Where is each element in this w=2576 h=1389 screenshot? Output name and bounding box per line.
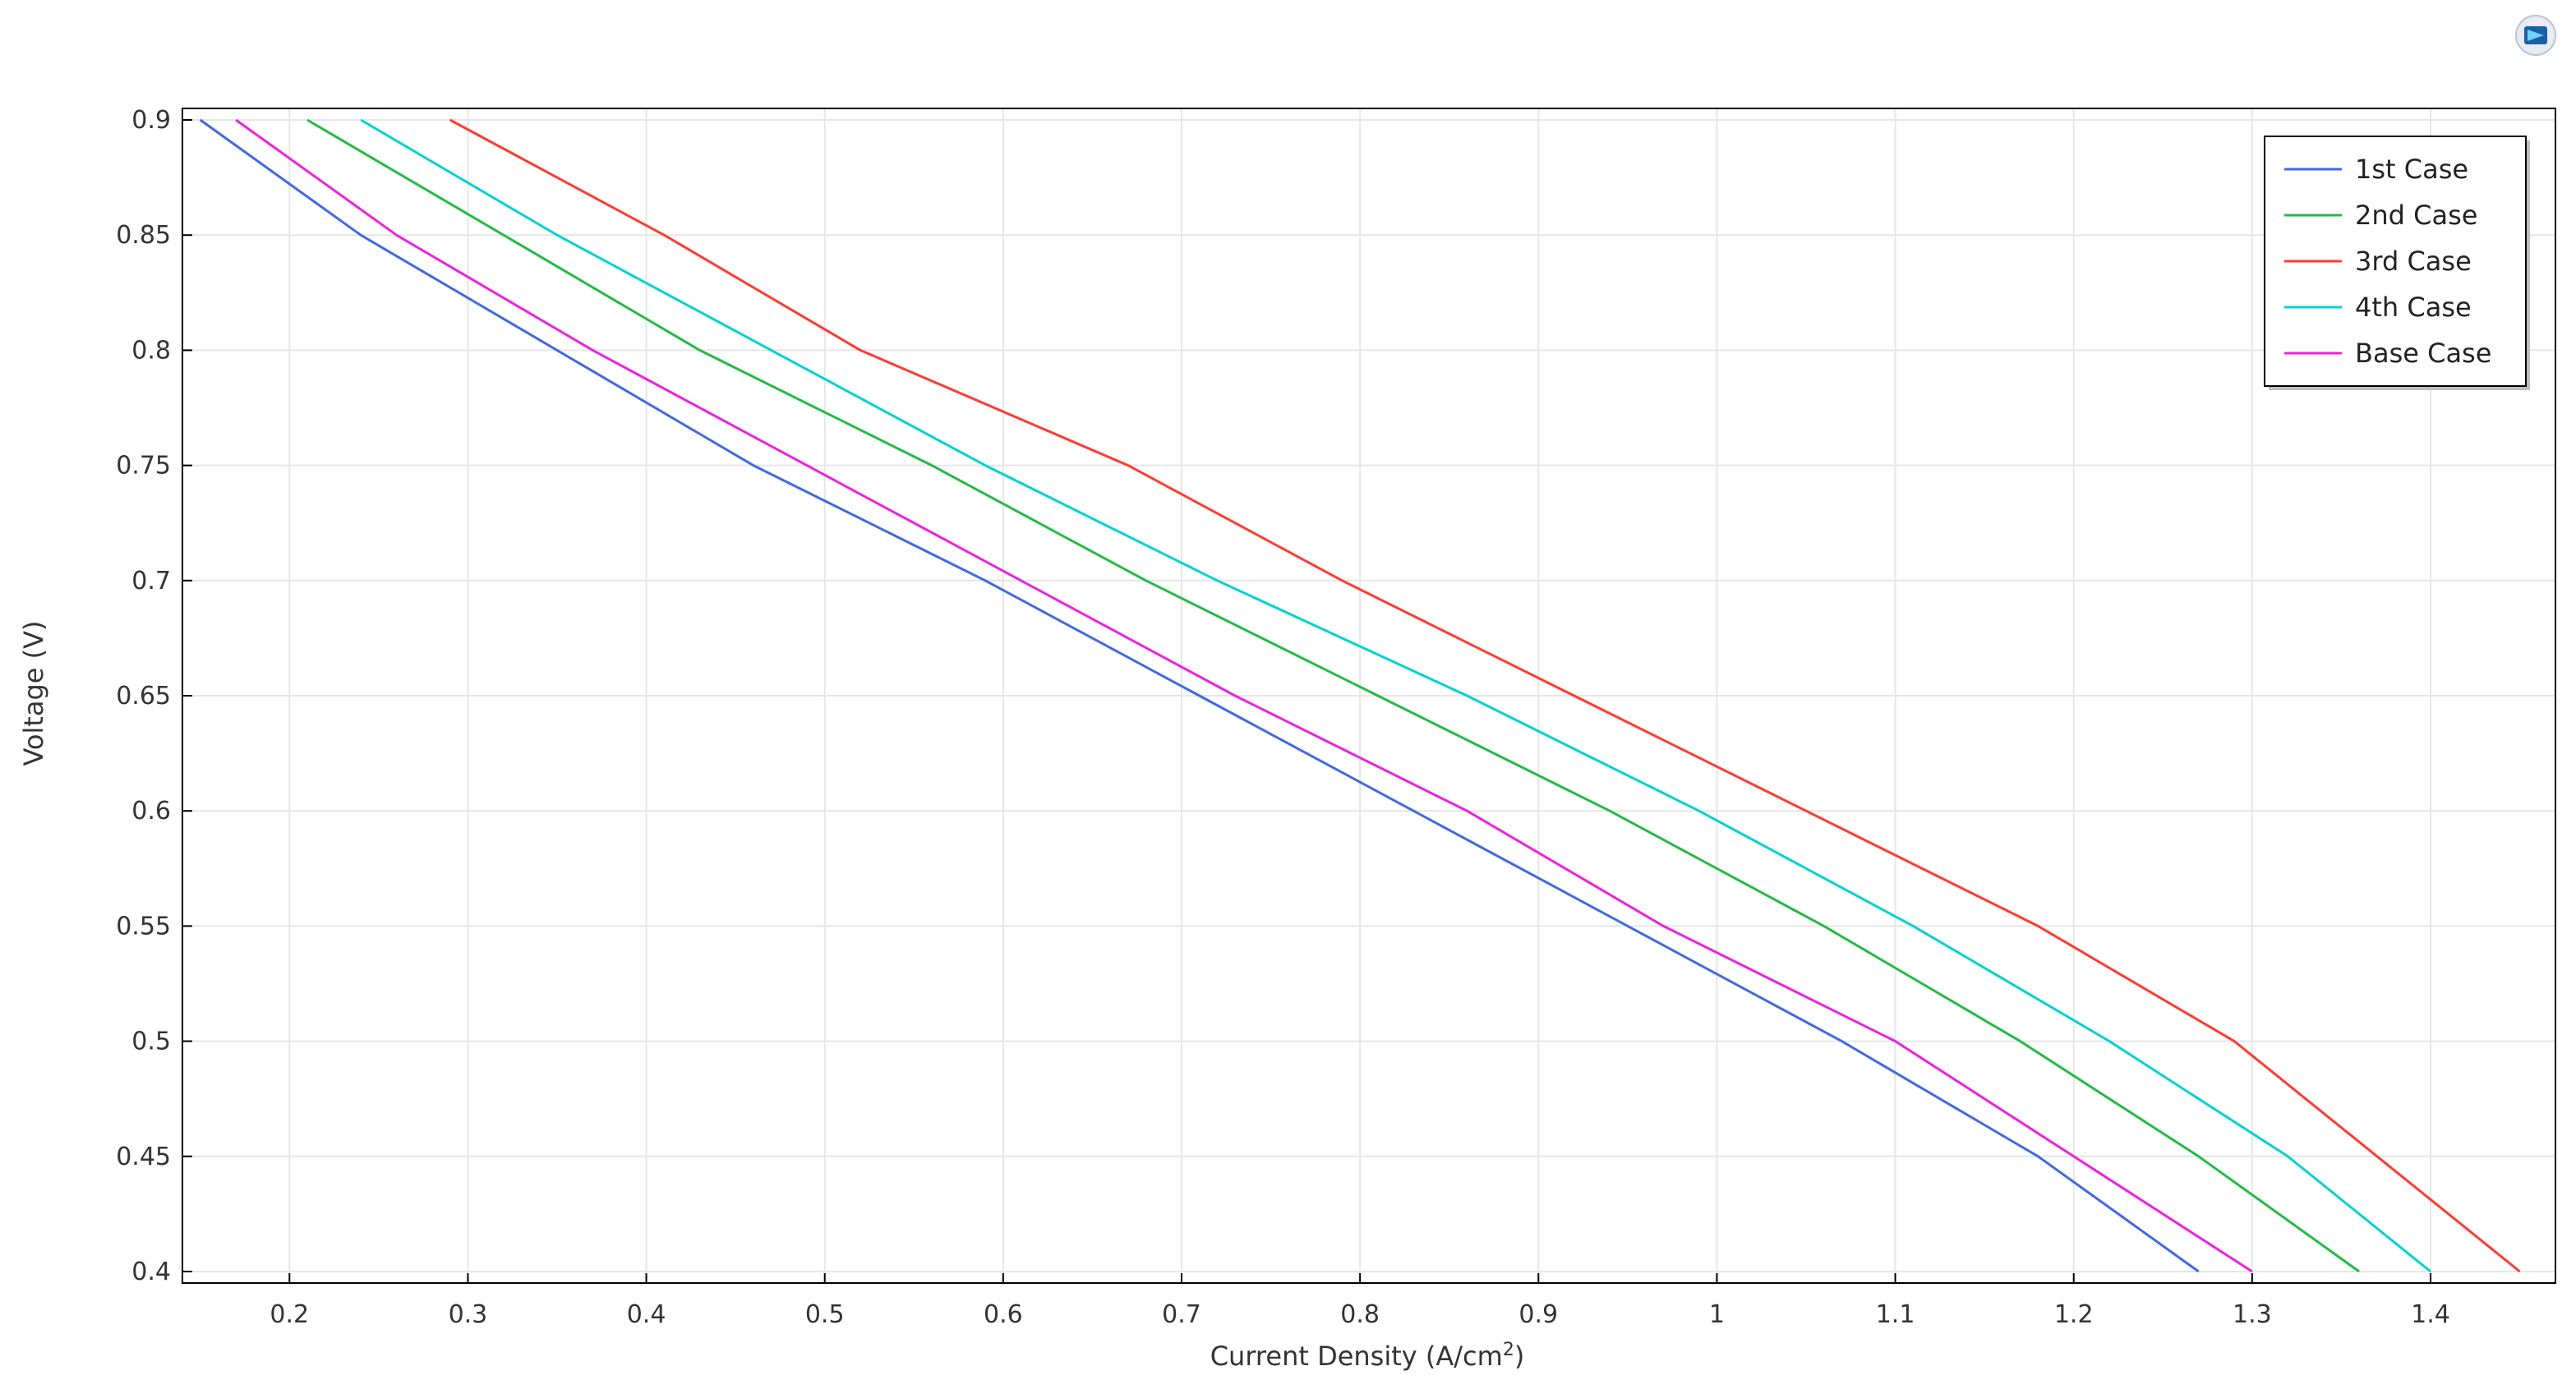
y-tick-label: 0.55 — [116, 912, 171, 941]
x-tick-label: 0.2 — [270, 1300, 309, 1329]
legend-label: 3rd Case — [2355, 246, 2472, 277]
y-tick-label: 0.4 — [131, 1258, 171, 1286]
y-axis-label: Voltage (V) — [18, 620, 49, 766]
y-tick-label: 0.5 — [131, 1028, 171, 1056]
x-tick-label: 0.5 — [805, 1300, 845, 1329]
legend: 1st Case 2nd Case 3rd Case 4th Case Base Cas… — [2264, 136, 2530, 390]
y-tick-label: 0.9 — [131, 106, 171, 135]
x-axis-label-suffix: ) — [1514, 1341, 1524, 1372]
y-tick-label: 0.75 — [116, 452, 171, 481]
x-axis-label-main: Current Density (A/cm — [1210, 1341, 1503, 1372]
legend-label: 2nd Case — [2355, 200, 2477, 231]
legend-label: 4th Case — [2355, 292, 2472, 323]
x-tick-label: 1.3 — [2233, 1300, 2272, 1329]
legend-label: 1st Case — [2355, 154, 2468, 185]
legend-label: Base Case — [2355, 338, 2491, 369]
x-axis-label: Current Density (A/cm2) — [1210, 1340, 1525, 1372]
x-tick-label: 0.3 — [449, 1300, 488, 1329]
x-tick-label: 0.4 — [627, 1300, 666, 1329]
x-tick-label: 0.9 — [1518, 1300, 1558, 1329]
y-tick-label: 0.6 — [131, 797, 171, 826]
x-axis-ticks: 0.2 0.3 0.4 0.5 0.6 0.7 0.8 0.9 1 1.1 1.2 1.3 1.4 — [270, 1273, 2450, 1329]
y-axis-ticks: 0.4 0.45 0.5 0.55 0.6 0.65 0.7 0.75 0.8 0.85 0.9 — [116, 106, 192, 1286]
x-tick-label: 1 — [1709, 1300, 1725, 1329]
y-tick-label: 0.7 — [131, 567, 171, 596]
y-tick-label: 0.8 — [131, 336, 171, 365]
y-tick-label: 0.65 — [116, 682, 171, 711]
grid — [182, 108, 2555, 1283]
series-line-2 — [306, 118, 2360, 1273]
series-lines — [199, 118, 2521, 1273]
series-line-5 — [235, 118, 2253, 1273]
y-tick-label: 0.45 — [116, 1143, 171, 1171]
x-tick-label: 1.4 — [2411, 1300, 2450, 1329]
x-tick-label: 0.7 — [1162, 1300, 1201, 1329]
x-axis-label-sup: 2 — [1503, 1340, 1514, 1360]
series-line-1 — [199, 118, 2200, 1273]
x-tick-label: 0.8 — [1340, 1300, 1380, 1329]
x-tick-label: 0.6 — [984, 1300, 1023, 1329]
series-line-3 — [449, 118, 2521, 1273]
comsol-logo-icon[interactable] — [2515, 15, 2556, 56]
series-line-4 — [360, 118, 2431, 1273]
x-tick-label: 1.2 — [2054, 1300, 2094, 1329]
y-tick-label: 0.85 — [116, 221, 171, 250]
x-tick-label: 1.1 — [1876, 1300, 1915, 1329]
